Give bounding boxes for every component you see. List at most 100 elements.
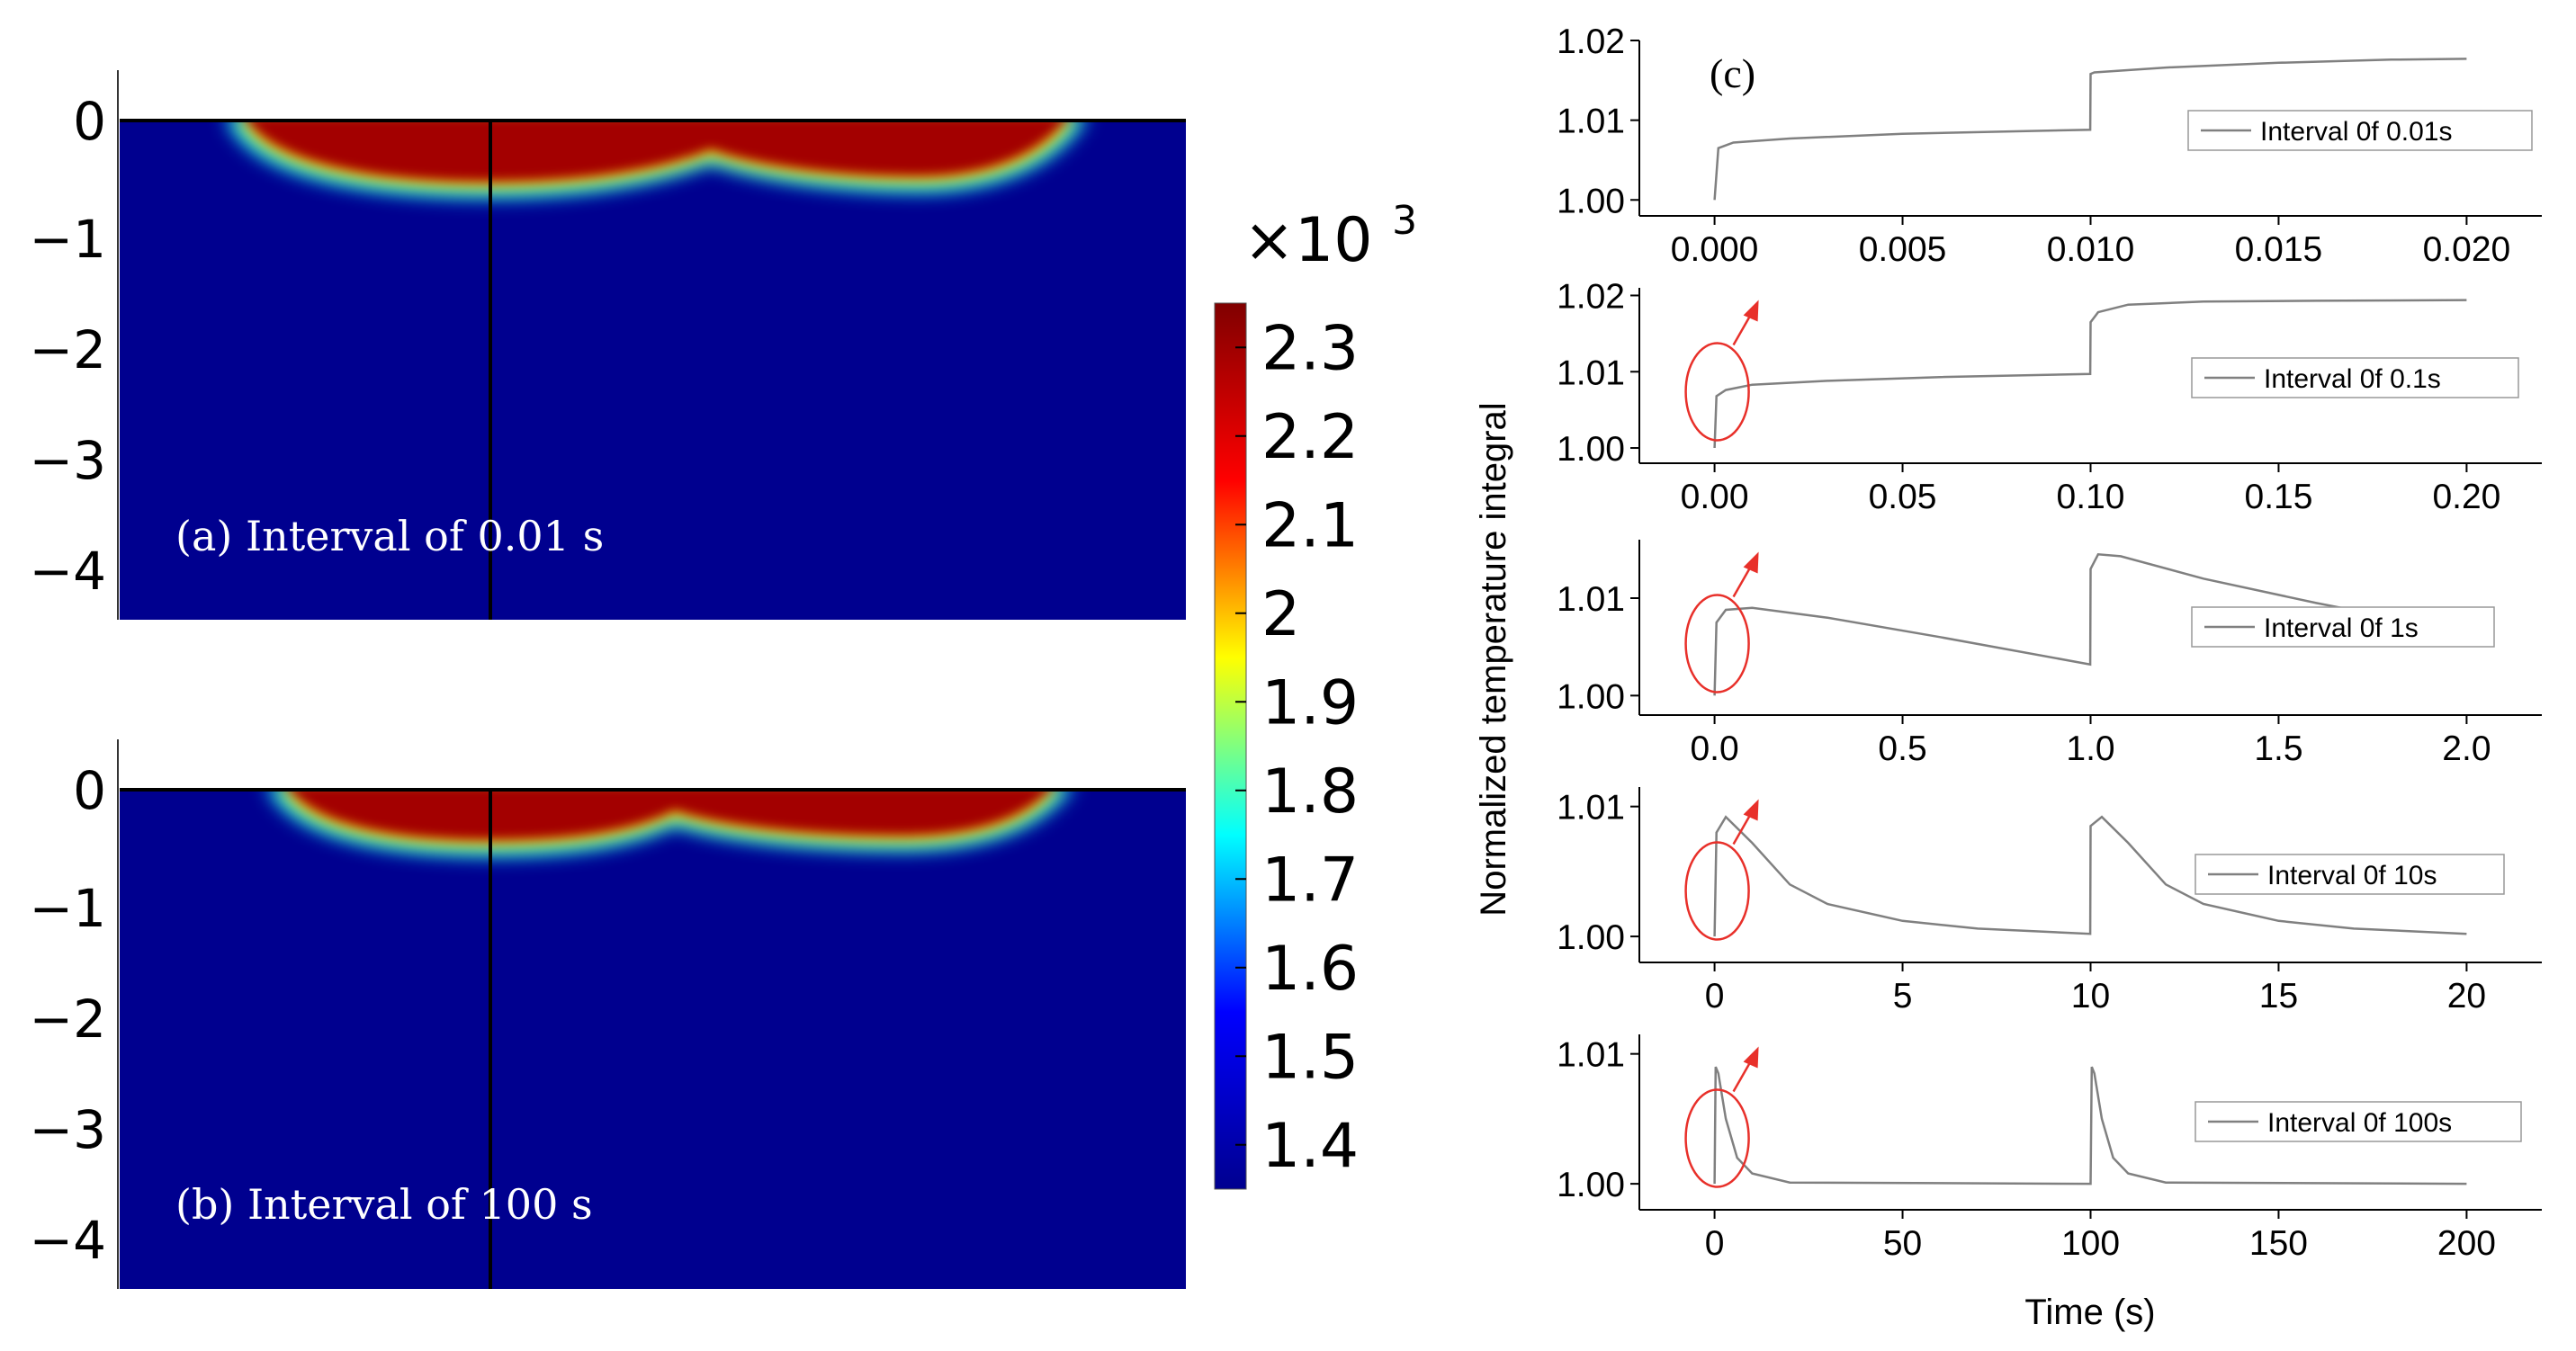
heatmap-b-yticks: 0 −1 −2 −3 −4 [30, 760, 107, 1271]
x-tick-label: 0 [1705, 1224, 1725, 1263]
shared-x-axis-title: Time (s) [2024, 1293, 2155, 1332]
colorbar-tick-label: 1.5 [1261, 1022, 1359, 1093]
legend: Interval 0f 0.1s [2191, 357, 2519, 398]
x-tick-label: 0.005 [1859, 230, 1947, 269]
melt-pool-b [268, 790, 1072, 856]
y-tick-label: 1.01 [1557, 103, 1625, 141]
heatmap-a-ytick: 0 [73, 91, 106, 152]
series-line [1713, 1066, 2467, 1185]
heatmap-b-ytick: −2 [30, 989, 107, 1050]
x-tick-label: 20 [2447, 977, 2486, 1015]
legend-label: Interval 0f 1s [2264, 613, 2419, 643]
legend: Interval 0f 0.01s [2187, 110, 2533, 151]
annotation [1684, 551, 1759, 693]
x-tick-label: 0.010 [2047, 230, 2135, 269]
x-tick-label: 0.0 [1690, 729, 1738, 768]
line-charts-panel: (c) Normalized temperature integral Time… [1474, 22, 2542, 1332]
x-tick-label: 0.015 [2235, 230, 2323, 269]
x-tick-label: 0.00 [1681, 478, 1749, 516]
y-tick-label: 1.01 [1557, 789, 1625, 828]
legend: Interval 0f 1s [2191, 606, 2495, 648]
annotation [1684, 1046, 1759, 1188]
colorbar-ticks: 2.3 2.2 2.1 2 1.9 1.8 1.7 1.6 1.5 1.4 [1235, 313, 1359, 1182]
legend-label: Interval 0f 0.1s [2264, 364, 2441, 394]
colorbar-tick-label: 1.4 [1261, 1111, 1359, 1182]
x-tick-label: 0.10 [2057, 478, 2125, 516]
colorbar-tick-label: 2 [1261, 579, 1300, 650]
legend-label: Interval 0f 100s [2267, 1108, 2452, 1138]
colorbar-multiplier-exp: 3 [1392, 198, 1417, 244]
y-tick-label: 1.01 [1557, 1036, 1625, 1075]
x-tick-label: 150 [2249, 1224, 2308, 1263]
heatmap-a-label: (a) Interval of 0.01 s [175, 512, 604, 560]
legend-label: Interval 0f 0.01s [2260, 117, 2452, 147]
y-tick-label: 1.00 [1557, 677, 1625, 716]
line-chart-3: 1.00 1.01 0.0 0.5 1.0 1.5 2.0 Interval 0f 1s [1557, 540, 2542, 768]
heatmap-a-ytick: −1 [30, 209, 107, 270]
heatmap-a-yticks: 0 −1 −2 −3 −4 [30, 91, 107, 602]
legend: Interval 0f 100s [2195, 1101, 2522, 1142]
y-tick-label: 1.00 [1557, 1166, 1625, 1204]
x-tick-label: 0.15 [2245, 478, 2313, 516]
x-tick-label: 100 [2061, 1224, 2120, 1263]
x-tick-label: 0.020 [2423, 230, 2511, 269]
heatmap-a-ytick: −4 [30, 541, 107, 602]
heatmap-b-background [120, 790, 1186, 1289]
colorbar-bar [1214, 302, 1247, 1190]
x-tick-label: 0 [1705, 977, 1725, 1015]
melt-pool-a [227, 121, 1086, 198]
colorbar-tick-label: 1.7 [1261, 845, 1359, 916]
colorbar-multiplier: ×10 3 [1243, 198, 1417, 276]
annotation-ellipse [1684, 1088, 1750, 1188]
x-tick-label: 50 [1883, 1224, 1922, 1263]
x-tick-label: 2.0 [2442, 729, 2491, 768]
annotation-ellipse [1684, 594, 1750, 693]
legend-label: Interval 0f 10s [2267, 861, 2437, 890]
annotation-arrow-head [1743, 300, 1759, 322]
colorbar-tick-label: 2.3 [1261, 313, 1359, 384]
y-tick-label: 1.00 [1557, 430, 1625, 469]
annotation [1684, 799, 1759, 941]
colorbar: ×10 3 2.3 2.2 2.1 2 1.9 1.8 1.7 1.6 1.5 1.4 [1214, 198, 1417, 1190]
heatmap-a-ytick: −2 [30, 319, 107, 380]
annotation-ellipse [1684, 841, 1750, 941]
y-tick-label: 1.02 [1557, 277, 1625, 316]
heatmap-b-ytick: −3 [30, 1099, 107, 1160]
x-tick-label: 200 [2437, 1224, 2496, 1263]
x-tick-label: 15 [2259, 977, 2298, 1015]
series-line [1713, 552, 2467, 696]
heatmap-b-ytick: −4 [30, 1210, 107, 1271]
shared-y-axis-title: Normalized temperature integral [1474, 402, 1513, 916]
line-chart-2: 1.00 1.01 1.02 0.00 0.05 0.10 0.15 0.20 Interval… [1557, 277, 2542, 516]
colorbar-tick-label: 1.8 [1261, 756, 1359, 828]
heatmap-b: (b) Interval of 100 s 0 −1 −2 −3 −4 [30, 739, 1186, 1289]
series-line [1713, 299, 2467, 449]
annotation-arrow-head [1743, 1046, 1759, 1069]
heatmap-b-ytick: 0 [73, 760, 106, 821]
y-tick-label: 1.02 [1557, 22, 1625, 61]
line-plots: 1.001.011.020.000 0.005 0.010 0.015 0.020Int… [1557, 22, 2542, 1263]
melt-pool-b-core [290, 790, 1050, 840]
colorbar-tick-label: 1.6 [1261, 934, 1359, 1005]
heatmap-b-label: (b) Interval of 100 s [175, 1180, 593, 1229]
series-line [1713, 58, 2467, 201]
colorbar-tick-label: 2.2 [1261, 402, 1359, 473]
annotation-arrow-head [1743, 551, 1759, 574]
colorbar-tick-label: 1.9 [1261, 667, 1359, 738]
colorbar-tick-label: 2.1 [1261, 490, 1359, 561]
colorbar-multiplier-base: ×10 [1243, 205, 1373, 276]
y-tick-label: 1.01 [1557, 580, 1625, 619]
x-tick-label: 1.5 [2254, 729, 2302, 768]
heatmap-a-ytick: −3 [30, 430, 107, 491]
legend: Interval 0f 10s [2195, 854, 2505, 895]
annotation-arrow-head [1743, 799, 1759, 821]
legend-box [2191, 606, 2495, 648]
y-tick-label: 1.01 [1557, 353, 1625, 392]
line-chart-4: 1.00 1.01 0 5 10 15 20 Interval 0f 10s [1557, 787, 2542, 1015]
heatmap-a: (a) Interval of 0.01 s 0 −1 −2 −3 −4 [30, 70, 1186, 620]
annotation [1684, 300, 1759, 442]
x-tick-label: 5 [1893, 977, 1913, 1015]
annotation-ellipse [1684, 342, 1750, 442]
x-tick-label: 0.05 [1869, 478, 1937, 516]
x-tick-label: 0.5 [1878, 729, 1926, 768]
